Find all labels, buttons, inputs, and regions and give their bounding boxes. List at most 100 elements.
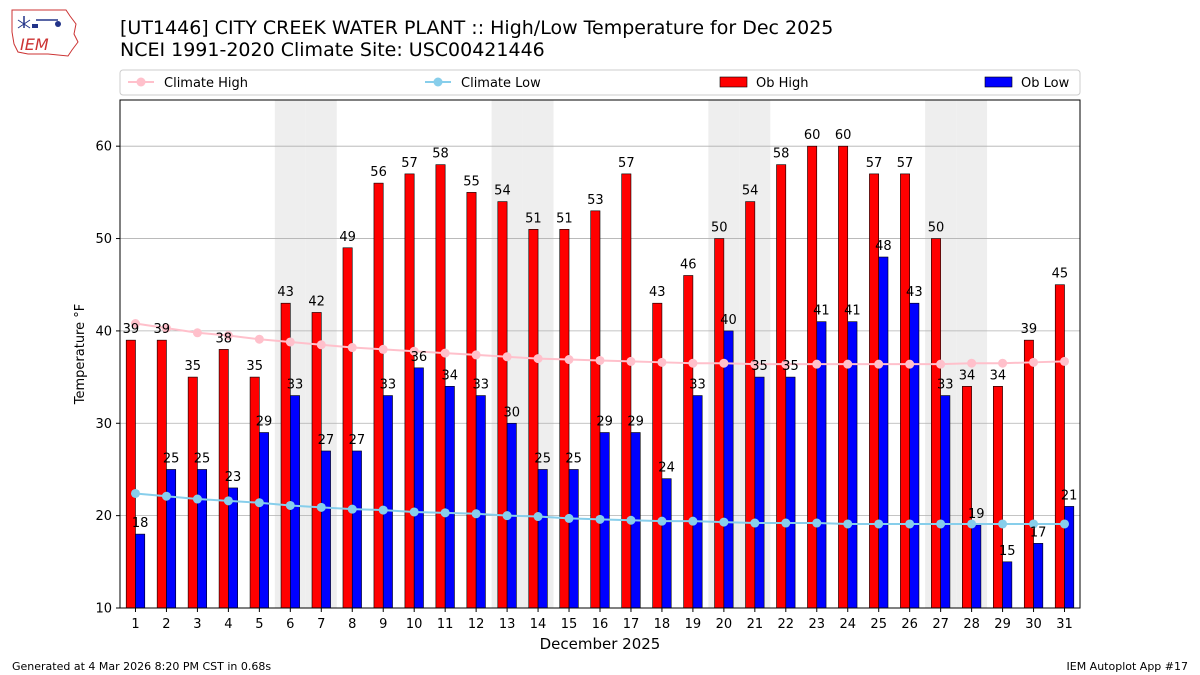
climate-high-point <box>316 340 326 350</box>
ob-high-label: 39 <box>154 322 171 337</box>
ob-high-label: 57 <box>618 156 635 171</box>
ob-low-bar <box>785 376 796 609</box>
legend-marker <box>136 77 146 87</box>
ob-low-label: 29 <box>256 415 273 430</box>
ob-high-label: 38 <box>215 331 232 346</box>
climate-low-point <box>378 505 388 515</box>
ob-high-label: 54 <box>494 184 511 199</box>
climate-high-point <box>223 331 233 341</box>
climate-low-point <box>223 496 233 506</box>
climate-high-point <box>626 356 636 366</box>
y-tick-label: 40 <box>95 324 112 339</box>
ob-low-bar <box>228 487 238 609</box>
iem-logo: IEM <box>11 9 79 57</box>
x-tick-label: 26 <box>901 617 918 632</box>
ob-high-label: 39 <box>123 322 140 337</box>
ob-low-label: 15 <box>999 544 1016 559</box>
legend-label: Ob Low <box>1021 76 1070 91</box>
climate-high-point <box>254 334 264 344</box>
climate-high-point <box>502 352 512 362</box>
climate-high-point <box>347 343 357 353</box>
ob-high-label: 51 <box>525 211 542 226</box>
ob-high-bar <box>125 339 136 609</box>
climate-low-point <box>564 513 574 523</box>
ob-high-label: 50 <box>928 221 945 236</box>
x-tick-label: 20 <box>716 617 733 632</box>
x-tick-label: 9 <box>379 617 387 632</box>
ob-low-label: 41 <box>844 304 861 319</box>
ob-high-bar <box>559 229 570 609</box>
climate-low-point <box>502 511 512 521</box>
ob-low-label: 25 <box>194 451 211 466</box>
x-tick-label: 30 <box>1025 617 1042 632</box>
ob-high-label: 46 <box>680 257 697 272</box>
climate-high-point <box>130 319 140 329</box>
ob-high-bar <box>435 164 446 609</box>
x-tick-label: 2 <box>162 617 170 632</box>
ob-low-bar <box>754 376 765 609</box>
climate-low-point <box>781 518 791 528</box>
ob-low-bar <box>351 450 362 609</box>
climate-high-point <box>936 359 946 369</box>
climate-high-point <box>161 323 171 333</box>
ob-low-bar <box>723 330 734 609</box>
ob-low-bar <box>692 395 703 609</box>
ob-low-bar <box>940 395 951 609</box>
x-tick-label: 3 <box>193 617 201 632</box>
x-tick-label: 31 <box>1056 617 1073 632</box>
legend-bar-swatch <box>984 76 1013 88</box>
ob-low-label: 27 <box>318 433 335 448</box>
ob-low-bar <box>1002 561 1013 609</box>
climate-high-point <box>595 355 605 365</box>
ob-low-label: 18 <box>132 516 149 531</box>
climate-low-point <box>967 519 977 529</box>
x-tick-label: 1 <box>131 617 139 632</box>
ob-high-bar <box>249 376 260 609</box>
climate-high-point <box>750 359 760 369</box>
climate-high-point <box>688 358 698 368</box>
climate-low-point <box>843 519 853 529</box>
climate-low-point <box>130 488 140 498</box>
ob-high-bar <box>311 312 322 609</box>
ob-high-label: 57 <box>401 156 418 171</box>
ob-high-label: 34 <box>990 368 1007 383</box>
climate-high-point <box>657 357 667 367</box>
ob-high-label: 53 <box>587 193 604 208</box>
ob-low-label: 35 <box>782 359 799 374</box>
ob-low-label: 33 <box>473 378 490 393</box>
ob-low-bar <box>661 478 672 609</box>
ob-high-bar <box>838 145 849 609</box>
x-tick-label: 11 <box>437 617 454 632</box>
x-tick-label: 16 <box>592 617 609 632</box>
ob-high-label: 60 <box>804 128 821 143</box>
ob-low-label: 35 <box>751 359 768 374</box>
x-tick-label: 24 <box>839 617 856 632</box>
y-tick-label: 30 <box>95 417 112 432</box>
ob-high-label: 57 <box>897 156 914 171</box>
climate-low-point <box>595 514 605 524</box>
x-tick-label: 29 <box>994 617 1011 632</box>
data-labels: 39 39 35 38 35 43 42 49 56 57 58 55 54 51 51 53 57 43 46 50… <box>123 128 1078 559</box>
x-tick-label: 21 <box>747 617 764 632</box>
ob-low-label: 34 <box>442 368 459 383</box>
ob-high-label: 60 <box>835 128 852 143</box>
climate-low-point <box>874 519 884 529</box>
ob-high-bar <box>404 173 415 609</box>
ob-low-bar <box>878 256 889 609</box>
ob-high-bar <box>962 386 972 609</box>
climate-high-point <box>781 359 791 369</box>
ob-high-label: 39 <box>1021 322 1038 337</box>
climate-high-point <box>1060 356 1070 366</box>
x-tick-label: 10 <box>406 617 423 632</box>
chart-title: [UT1446] CITY CREEK WATER PLANT :: High/… <box>120 17 833 61</box>
ob-low-label: 19 <box>968 507 985 522</box>
ob-high-label: 56 <box>370 165 387 180</box>
ob-low-label: 48 <box>875 239 892 254</box>
ob-low-bar <box>382 395 393 609</box>
ob-high-bar <box>466 192 477 609</box>
climate-high-point <box>905 359 915 369</box>
ob-low-bar <box>537 469 548 609</box>
ob-low-label: 36 <box>411 350 428 365</box>
climate-low-point <box>936 519 946 529</box>
ob-high-label: 43 <box>277 285 294 300</box>
